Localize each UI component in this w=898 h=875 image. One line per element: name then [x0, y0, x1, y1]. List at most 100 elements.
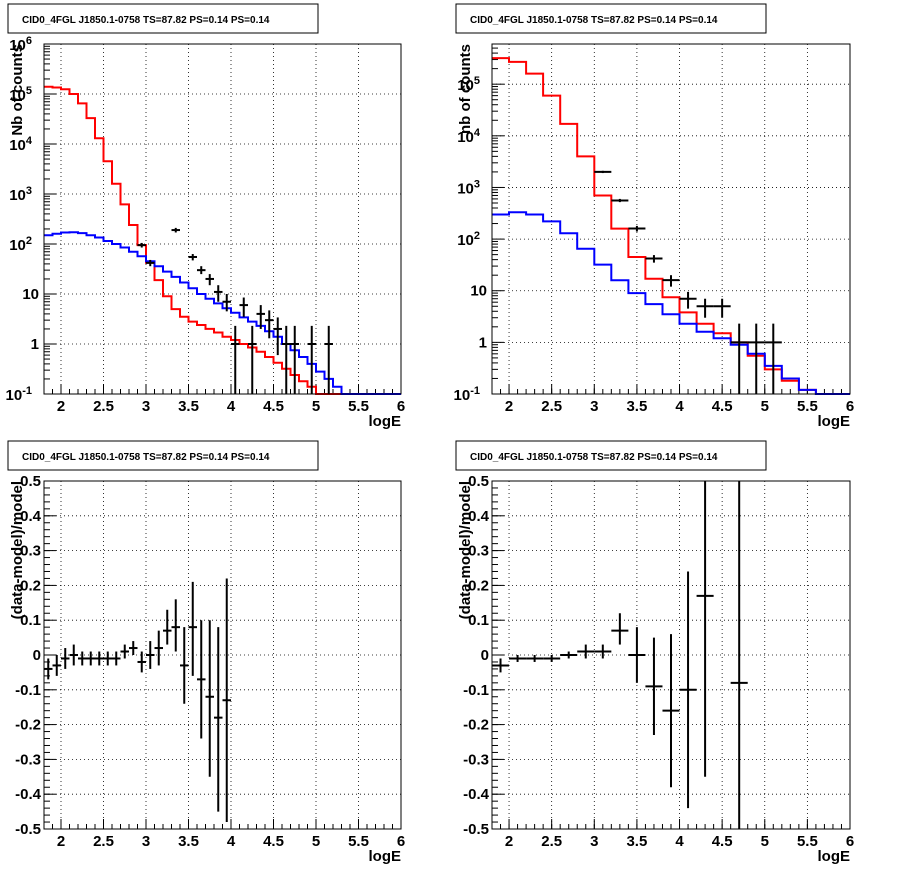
- y-tick-label: 0.5: [468, 473, 489, 490]
- y-tick-label: -0.4: [15, 786, 42, 803]
- y-tick-label: 0: [481, 647, 489, 664]
- data-point: [307, 325, 316, 394]
- data-point: [645, 637, 663, 736]
- data-point: [52, 655, 61, 676]
- y-tick-label: 10-1: [6, 385, 32, 404]
- x-tick-label: 2.5: [541, 398, 562, 415]
- data-point: [86, 651, 95, 666]
- data-point: [256, 305, 265, 329]
- data-point: [696, 298, 714, 318]
- x-tick-label: 3.5: [626, 833, 647, 850]
- data-point: [730, 323, 748, 394]
- chart-title: CID0_4FGL J1850.1-0758 TS=87.82 PS=0.14 …: [470, 452, 718, 463]
- x-tick-label: 4.5: [263, 398, 284, 415]
- data-point: [492, 658, 510, 673]
- data-point: [628, 225, 646, 232]
- data-point: [146, 259, 155, 267]
- x-tick-label: 6: [397, 398, 405, 415]
- y-tick-label: -0.1: [15, 682, 41, 699]
- y-tick-label: 0.1: [20, 612, 41, 629]
- x-tick-label: 5.5: [797, 833, 818, 850]
- chart-title: CID0_4FGL J1850.1-0758 TS=87.82 PS=0.14 …: [22, 15, 270, 26]
- y-tick-label: 0.2: [468, 577, 489, 594]
- data-point: [231, 325, 240, 394]
- data-point: [112, 651, 121, 666]
- data-point: [713, 298, 731, 318]
- data-point: [543, 655, 561, 662]
- chart-title: CID0_4FGL J1850.1-0758 TS=87.82 PS=0.14 …: [470, 15, 718, 26]
- x-tick-label: 3.5: [178, 398, 199, 415]
- x-tick-label: 2: [505, 833, 513, 850]
- chart-title-box: [7, 3, 319, 34]
- x-tick-label: 4: [675, 398, 684, 415]
- data-point: [265, 310, 274, 339]
- x-tick-label: 5: [312, 833, 320, 850]
- chart-title-box: [455, 440, 767, 471]
- model-source-histogram: [44, 231, 401, 395]
- x-tick-label: 2.5: [93, 398, 114, 415]
- y-tick-label: 102: [457, 230, 480, 249]
- data-point: [747, 323, 765, 394]
- y-tick-label: 0.2: [20, 577, 41, 594]
- x-tick-label: 4: [227, 833, 236, 850]
- y-axis-label: Nb of counts: [9, 44, 26, 136]
- plot-frame: [43, 43, 402, 395]
- data-point: [205, 620, 214, 777]
- y-tick-label: 102: [9, 235, 32, 254]
- x-tick-label: 3.5: [178, 833, 199, 850]
- y-tick-label: -0.2: [463, 717, 489, 734]
- y-tick-label: 0.3: [20, 543, 41, 560]
- y-tick-label: 0.1: [468, 612, 489, 629]
- data-point: [611, 198, 629, 203]
- x-tick-label: 6: [397, 833, 405, 850]
- data-point: [197, 266, 206, 275]
- data-point: [730, 481, 748, 829]
- x-tick-label: 4.5: [712, 398, 733, 415]
- data-point: [645, 255, 663, 263]
- model-total-histogram: [44, 85, 401, 395]
- x-axis-label: logE: [369, 413, 402, 430]
- y-axis-label: nb of counts: [457, 44, 474, 134]
- chart-panel-3: CID0_4FGL J1850.1-0758 TS=87.82 PS=0.14 …: [7, 440, 405, 865]
- x-axis-label: logE: [369, 848, 402, 865]
- x-tick-label: 2.5: [93, 833, 114, 850]
- chart-panel-2: CID0_4FGL J1850.1-0758 TS=87.82 PS=0.14 …: [454, 3, 854, 430]
- data-point: [180, 627, 189, 704]
- data-point: [222, 294, 231, 312]
- x-tick-label: 4: [675, 833, 684, 850]
- data-point: [290, 325, 299, 394]
- y-tick-label: -0.3: [15, 751, 41, 768]
- data-point: [239, 297, 248, 317]
- data-point: [214, 627, 223, 812]
- data-point: [628, 627, 646, 683]
- plot-frame: [491, 480, 851, 830]
- chart-panel-4: CID0_4FGL J1850.1-0758 TS=87.82 PS=0.14 …: [455, 440, 854, 865]
- data-point: [526, 655, 544, 662]
- y-axis-label: (data-model)/model: [457, 481, 474, 619]
- x-tick-label: 5.5: [348, 833, 369, 850]
- y-tick-label: -0.4: [463, 786, 490, 803]
- data-point: [679, 291, 697, 309]
- data-point: [222, 578, 231, 823]
- data-point: [577, 644, 595, 659]
- model-source-histogram: [492, 211, 850, 395]
- y-tick-label: 103: [9, 185, 32, 204]
- data-point: [44, 658, 53, 680]
- chart-panel-1: CID0_4FGL J1850.1-0758 TS=87.82 PS=0.14 …: [6, 3, 405, 430]
- x-tick-label: 2.5: [541, 833, 562, 850]
- x-tick-label: 2: [57, 833, 65, 850]
- data-point: [69, 644, 78, 666]
- x-tick-label: 5: [312, 398, 320, 415]
- chart-title: CID0_4FGL J1850.1-0758 TS=87.82 PS=0.14 …: [22, 452, 270, 463]
- x-tick-label: 2: [57, 398, 65, 415]
- data-point: [594, 644, 612, 659]
- data-point: [205, 274, 214, 286]
- x-tick-label: 3: [142, 833, 150, 850]
- y-tick-label: 0.4: [468, 508, 490, 525]
- x-tick-label: 3: [142, 398, 150, 415]
- y-tick-label: 0: [33, 647, 41, 664]
- data-point: [154, 630, 163, 666]
- data-point: [78, 651, 87, 666]
- data-point: [129, 641, 138, 655]
- chart-title-box: [7, 440, 319, 471]
